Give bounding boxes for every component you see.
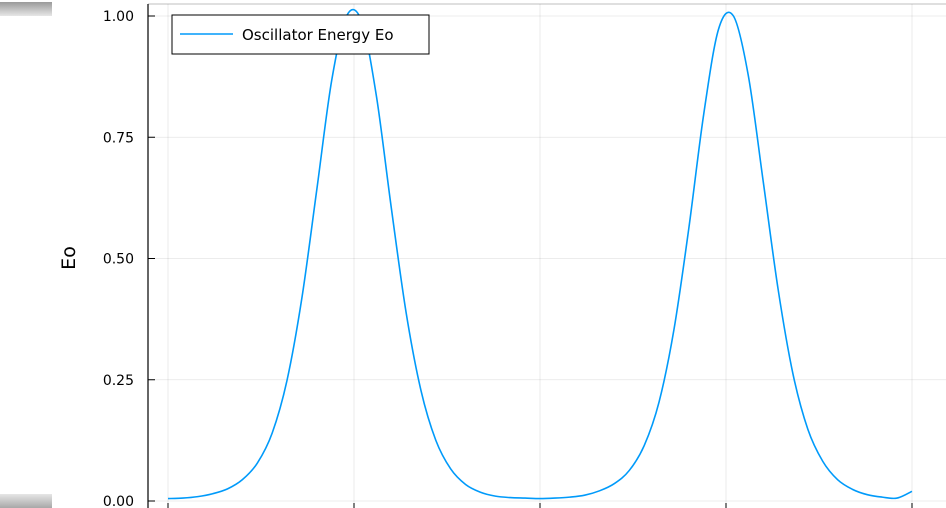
- left-edge-shade: [0, 0, 52, 508]
- series-layer: [167, 8, 913, 500]
- x-axis-ticks: [167, 503, 913, 508]
- edge-shade-top: [0, 2, 52, 16]
- y-axis-ticks: 0.00 0.25 0.50 0.75 1.00: [103, 9, 155, 508]
- y-tick-label: 0.75: [103, 130, 134, 146]
- legend-label: Oscillator Energy Eo: [242, 26, 394, 44]
- series-line: [167, 8, 913, 500]
- y-tick-label: 0.50: [103, 252, 134, 268]
- grid-lines: [148, 4, 946, 508]
- y-tick-label: 0.00: [103, 494, 134, 508]
- legend: Oscillator Energy Eo: [171, 14, 430, 55]
- y-tick-label: 1.00: [103, 9, 134, 25]
- y-axis-label: Eo: [58, 246, 80, 270]
- edge-shade-bottom: [0, 494, 52, 508]
- y-tick-label: 0.25: [103, 373, 134, 389]
- plot-frame: [147, 3, 946, 508]
